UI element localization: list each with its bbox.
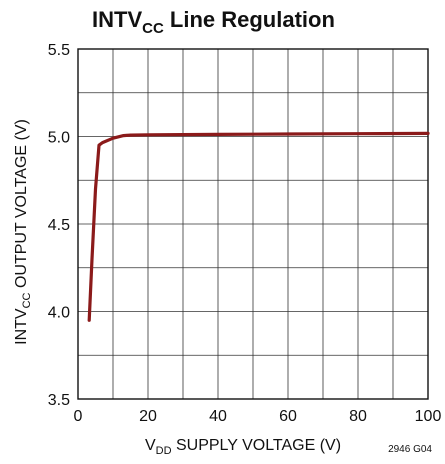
x-tick-label: 100 xyxy=(415,408,442,425)
y-tick-label: 4.5 xyxy=(48,217,70,234)
y-tick-label: 5.5 xyxy=(48,42,70,59)
x-tick-label: 60 xyxy=(279,408,297,425)
series-line xyxy=(87,131,430,322)
x-tick-label: 20 xyxy=(139,408,157,425)
series-layer xyxy=(87,131,430,322)
y-tick-label: 4.0 xyxy=(48,305,70,322)
chart-title: INTVCC Line Regulation xyxy=(92,7,335,37)
grid-lines xyxy=(78,49,428,399)
figure-id: 2946 G04 xyxy=(388,444,432,455)
x-tick-label: 0 xyxy=(74,408,83,425)
y-axis-label: INTVCC OUTPUT VOLTAGE (V) xyxy=(13,119,33,345)
y-tick-label: 5.0 xyxy=(48,130,70,147)
y-tick-label: 3.5 xyxy=(48,392,70,409)
x-axis-label: VDD SUPPLY VOLTAGE (V) xyxy=(145,437,341,457)
plot-frame xyxy=(77,48,429,400)
tick-labels: 0 20 40 60 80 100 3.5 4.0 4.5 5.0 5.5 xyxy=(48,42,442,425)
x-tick-label: 40 xyxy=(209,408,227,425)
x-tick-label: 80 xyxy=(349,408,367,425)
